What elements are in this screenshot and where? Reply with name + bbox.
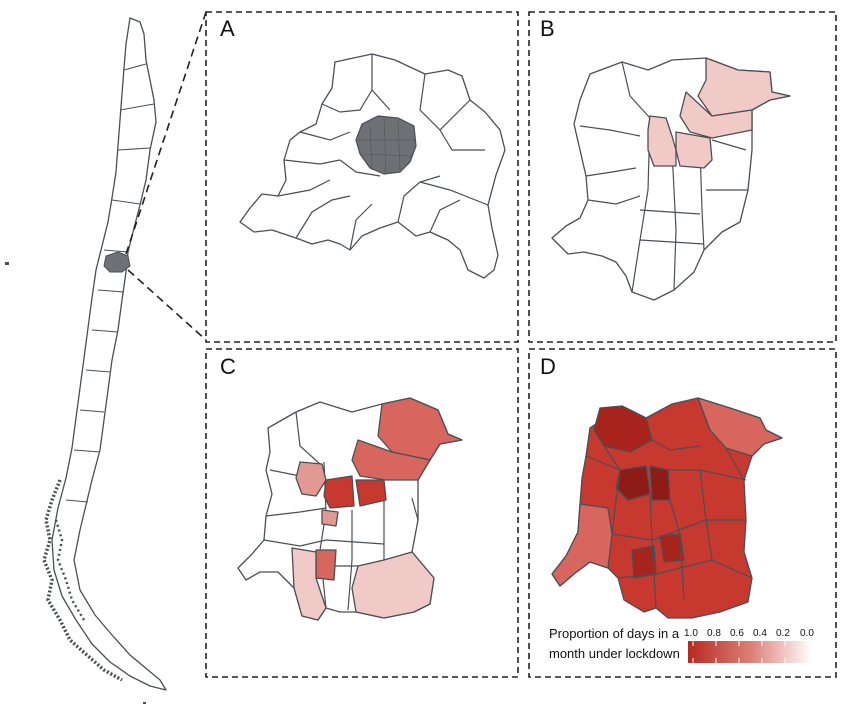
santiago-highlight [355,115,417,175]
legend-color-bar [688,641,812,663]
commune-lockdown [377,397,463,461]
panel-c-label: C [220,354,236,379]
panel-b-frame [528,11,837,343]
commune-lockdown [675,131,713,169]
panel-a-map [239,53,506,279]
commune-lockdown [679,91,753,139]
commune-lockdown [355,479,387,507]
panel-d-frame [528,348,837,678]
commune-lockdown [321,509,339,527]
country-outline [51,17,167,691]
legend: Proportion of days in a month under lock… [549,626,814,663]
highlighted-region [103,251,131,273]
commune-lockdown [593,405,653,453]
commune-lockdown [649,465,671,501]
panel-c-map [237,397,463,621]
commune-lockdown [323,475,355,509]
commune-lockdown [615,465,651,501]
country-map [5,17,167,704]
panel-d-map [551,397,783,619]
legend-tick: 0.2 [776,628,790,639]
leader-line-top [125,11,207,255]
panel-b-label: B [540,16,555,41]
legend-tick: 1.0 [684,628,698,639]
panel-a-frame [205,11,519,343]
commune-lockdown [697,57,791,117]
commune-lockdown [295,461,327,497]
commune-lockdown [551,503,613,587]
legend-tick: 0.0 [800,628,814,639]
commune-lockdown [659,533,685,563]
commune-lockdown [315,549,337,581]
commune-lockdown [647,115,677,167]
commune-lockdown [291,547,327,621]
commune-lockdown [351,439,431,481]
panel-b-map [551,57,791,301]
legend-title-line2: month under lockdown [549,646,680,661]
legend-title-line1: Proportion of days in a [549,626,680,641]
commune-lockdown [351,551,435,619]
island-marker [143,702,146,704]
panel-d-label: D [540,354,556,379]
legend-tick: 0.4 [753,628,767,639]
panel-a-label: A [220,16,235,41]
island-marker [5,262,9,265]
leader-line-bottom [127,269,207,341]
commune-lockdown [697,397,783,457]
legend-tick: 0.6 [730,628,744,639]
legend-tick: 0.8 [707,628,721,639]
panel-c-frame [205,348,519,678]
